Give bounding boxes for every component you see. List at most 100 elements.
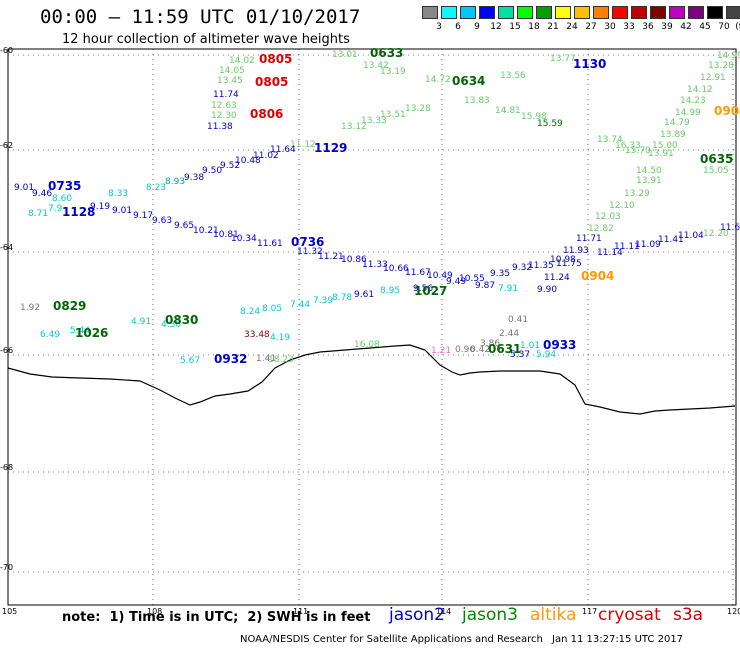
wave-height-value: 13.51: [380, 110, 406, 120]
scale-label: 42: [680, 22, 692, 32]
scale-swatch: [726, 6, 740, 19]
wave-height-value: 8.78: [332, 293, 352, 303]
wave-height-value: 1.21: [431, 346, 451, 356]
wave-height-value: 9.19: [90, 202, 110, 212]
map-title: 00:00 – 11:59 UTC 01/10/2017: [40, 6, 361, 28]
wave-height-value: 11.6: [720, 223, 740, 233]
wave-height-value: 10.49: [427, 271, 453, 281]
pass-time-label: 0829: [53, 299, 86, 313]
wave-height-value: 14.99: [717, 51, 740, 61]
wave-height-value: 18.23: [268, 355, 294, 365]
antarctic-coastline: [7, 344, 736, 415]
wave-height-value: 11.38: [207, 122, 233, 132]
wave-height-value: 12.30: [211, 111, 237, 121]
scale-label: 12: [490, 22, 502, 32]
longitude-label: 105: [2, 607, 17, 616]
scale-label: 39: [661, 22, 673, 32]
wave-height-value: 13.29: [624, 189, 650, 199]
wave-height-value: 16.08: [354, 340, 380, 350]
wave-height-value: 11.11: [614, 242, 640, 252]
wave-height-value: 11.21: [318, 252, 344, 262]
wave-height-value: 8.60: [52, 194, 72, 204]
wave-height-value: 13.19: [380, 67, 406, 77]
pass-time-label: 0635: [700, 152, 733, 166]
wave-height-value: 9.56: [413, 284, 433, 294]
wave-height-value: 9.61: [354, 290, 374, 300]
pass-time-label: 0735: [48, 179, 81, 193]
wave-height-value: 11.12: [290, 140, 316, 150]
wave-height-value: 0.41: [508, 315, 528, 325]
pass-time-label: 0805: [259, 52, 292, 66]
wave-height-value: 13.89: [660, 130, 686, 140]
pass-time-label: 1130: [573, 57, 606, 71]
scale-swatch: [650, 6, 666, 19]
longitude-label: 108: [147, 607, 162, 616]
scale-label: 70: [718, 22, 730, 32]
wave-height-value: 7.9: [48, 204, 63, 214]
graticule: -60 -62 -64 -66 -68 -70 105 108 111 114 117 120: [0, 46, 740, 616]
longitude-label: 120: [727, 607, 740, 616]
pass-time-label: 0830: [165, 313, 198, 327]
wave-height-value: 14.02: [229, 56, 255, 66]
wave-height-value: 1.01: [520, 341, 540, 351]
map-frame: [7, 48, 737, 606]
scale-label: 30: [604, 22, 616, 32]
scale-swatch: [669, 6, 685, 19]
wave-height-value: 8.95: [380, 286, 400, 296]
wave-height-value: 14.72: [425, 75, 451, 85]
wave-height-value: 3.86: [480, 339, 500, 349]
wave-height-value: 11.33: [362, 260, 388, 270]
latitude-label: -60: [0, 46, 13, 55]
wave-height-value: 11.35: [528, 261, 554, 271]
wave-height-value: 10.55: [459, 274, 485, 284]
wave-height-value: 10.48: [235, 156, 261, 166]
wave-height-value: 11.71: [576, 234, 602, 244]
wave-height-value: 9.01: [112, 206, 132, 216]
wave-height-value: 13.91: [648, 149, 674, 159]
scale-swatch: [555, 6, 571, 19]
scale-swatch: [707, 6, 723, 19]
wave-height-value: 10.98: [550, 255, 576, 265]
pass-time-label: 0634: [452, 74, 485, 88]
wave-height-value: 13.56: [500, 71, 526, 81]
wave-height-value: 15.98: [521, 112, 547, 122]
wave-height-value: 11.41: [658, 235, 684, 245]
wave-height-value: 9.87: [475, 281, 495, 291]
wave-height-value: 1.41: [256, 354, 276, 364]
wave-height-value: 14.05: [219, 66, 245, 76]
wave-height-value: 12.82: [588, 224, 614, 234]
wave-height-value: 8.23: [146, 183, 166, 193]
pass-time-label: 1129: [314, 141, 347, 155]
wave-height-value: 11.75: [556, 259, 582, 269]
wave-height-value: 5.67: [180, 356, 200, 366]
longitude-label: 111: [293, 607, 308, 616]
scale-swatch: [479, 6, 495, 19]
pass-time-label: 1027: [414, 284, 447, 298]
satellite-name-altika: altika: [530, 605, 577, 625]
wave-height-value: 9.49: [446, 277, 466, 287]
latitude-label: -62: [0, 141, 13, 150]
scale-label: 3: [436, 22, 442, 32]
wave-height-value: 12.03: [595, 212, 621, 222]
wave-height-value: 9.38: [184, 173, 204, 183]
wave-height-value: 10.66: [383, 264, 409, 274]
wave-height-value: 13.33: [361, 116, 387, 126]
wave-height-value: 9.90: [537, 285, 557, 295]
wave-height-value: 4.36: [161, 320, 181, 330]
wave-height-value: 2.44: [499, 329, 519, 339]
pass-time-label: 0904: [714, 104, 740, 118]
scale-swatch: [631, 6, 647, 19]
wave-height-value: 14.99: [675, 108, 701, 118]
wave-height-value: 10.81: [213, 230, 239, 240]
scale-swatch: [593, 6, 609, 19]
wave-height-value: 12.91: [700, 73, 726, 83]
latitude-label: -64: [0, 243, 13, 252]
scale-swatch: [688, 6, 704, 19]
wave-height-value: 11.24: [544, 273, 570, 283]
wave-height-value: 11.02: [253, 151, 279, 161]
wave-height-value: 14.50: [636, 166, 662, 176]
scale-label: 33: [623, 22, 635, 32]
wave-height-value: 7.44: [290, 300, 310, 310]
scale-swatch: [612, 6, 628, 19]
wave-height-value: 13.28: [405, 104, 431, 114]
